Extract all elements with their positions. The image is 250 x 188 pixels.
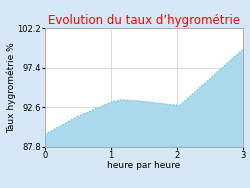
- Title: Evolution du taux d’hygrométrie: Evolution du taux d’hygrométrie: [48, 14, 240, 27]
- Y-axis label: Taux hygrométrie %: Taux hygrométrie %: [6, 42, 16, 133]
- X-axis label: heure par heure: heure par heure: [107, 161, 180, 170]
